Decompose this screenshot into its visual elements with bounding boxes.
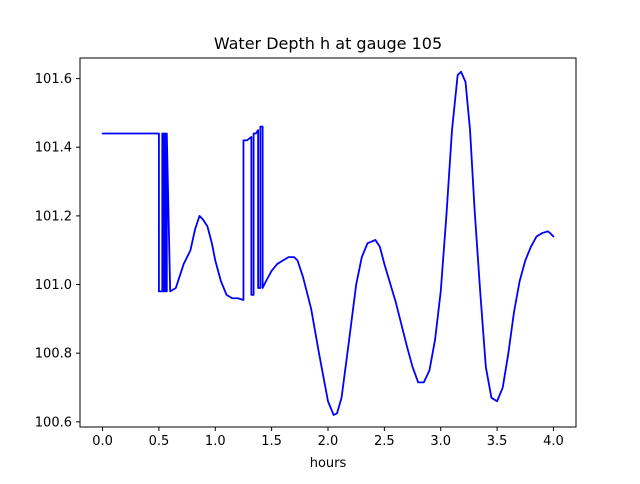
y-axis-ticks: 100.6 100.8 101.0 101.2 101.4 101.6 [35, 72, 80, 430]
plot-area-frame [79, 57, 577, 428]
x-tick-label: 4.0 [543, 434, 564, 449]
x-tick-label: 0.0 [92, 434, 113, 449]
x-tick-label: 1.0 [205, 434, 226, 449]
y-tick-label: 100.6 [35, 415, 72, 430]
x-axis-ticks: 0.0 0.5 1.0 1.5 2.0 2.5 3.0 3.5 4.0 [92, 427, 564, 449]
chart-title: Water Depth h at gauge 105 [214, 34, 442, 53]
x-tick-label: 2.5 [374, 434, 395, 449]
y-tick-label: 101.2 [35, 209, 72, 224]
series-layer [101, 70, 555, 416]
y-tick-label: 101.4 [35, 141, 72, 156]
x-axis-label: hours [310, 456, 347, 471]
x-tick-label: 2.0 [318, 434, 339, 449]
x-tick-label: 3.0 [430, 434, 451, 449]
x-tick-label: 3.5 [487, 434, 508, 449]
x-tick-label: 1.5 [261, 434, 282, 449]
x-tick-label: 0.5 [149, 434, 170, 449]
y-tick-label: 101.6 [35, 72, 72, 87]
y-tick-label: 101.0 [35, 278, 72, 293]
series-line-water-depth [101, 70, 555, 416]
y-tick-label: 100.8 [35, 347, 72, 362]
